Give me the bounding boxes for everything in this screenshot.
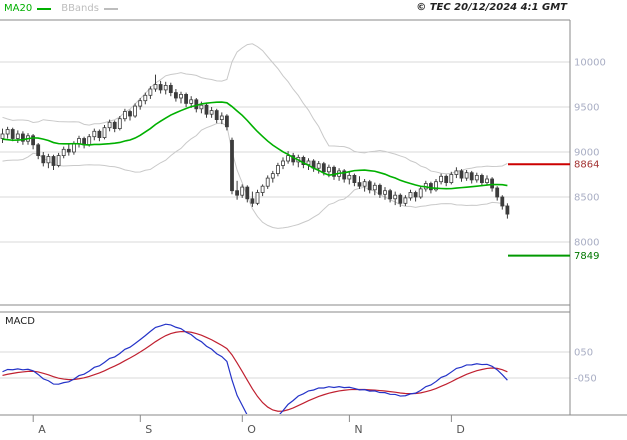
ma20-line xyxy=(2,101,508,190)
svg-text:050: 050 xyxy=(574,348,593,359)
svg-text:O: O xyxy=(247,423,256,436)
price-gridlines: 10000 9500 9000 8500 8000 xyxy=(0,58,606,249)
svg-text:8500: 8500 xyxy=(574,193,599,204)
svg-text:A: A xyxy=(38,423,46,436)
svg-text:S: S xyxy=(145,423,152,436)
legend-bbands-swatch xyxy=(103,8,118,10)
legend-item-bbands: BBands xyxy=(61,3,118,15)
macd-signal-line xyxy=(2,330,508,412)
panel-borders xyxy=(0,19,627,416)
macd-panel-label: MACD xyxy=(5,316,35,327)
chart-legend: MA20 BBands xyxy=(4,3,118,15)
svg-text:9500: 9500 xyxy=(574,103,599,114)
bollinger-lower-band xyxy=(2,122,508,229)
legend-ma20-swatch xyxy=(37,8,52,10)
svg-text:-050: -050 xyxy=(574,374,597,385)
svg-text:N: N xyxy=(354,423,362,436)
macd-plot xyxy=(2,323,508,414)
svg-text:7849: 7849 xyxy=(574,251,599,262)
legend-item-ma20: MA20 xyxy=(4,3,52,15)
bollinger-upper-band xyxy=(2,43,508,175)
svg-text:9000: 9000 xyxy=(574,148,599,159)
legend-bbands-label: BBands xyxy=(61,3,99,14)
macd-line xyxy=(2,323,508,414)
candles xyxy=(0,74,510,219)
legend-ma20-label: MA20 xyxy=(4,3,33,14)
svg-text:10000: 10000 xyxy=(574,58,606,69)
svg-text:8864: 8864 xyxy=(574,160,599,171)
macd-gridlines: 050 -050 xyxy=(0,348,597,385)
copyright-text: © TEC 20/12/2024 4:1 GMT xyxy=(416,2,567,13)
svg-text:8000: 8000 xyxy=(574,238,599,249)
svg-text:D: D xyxy=(456,423,464,436)
